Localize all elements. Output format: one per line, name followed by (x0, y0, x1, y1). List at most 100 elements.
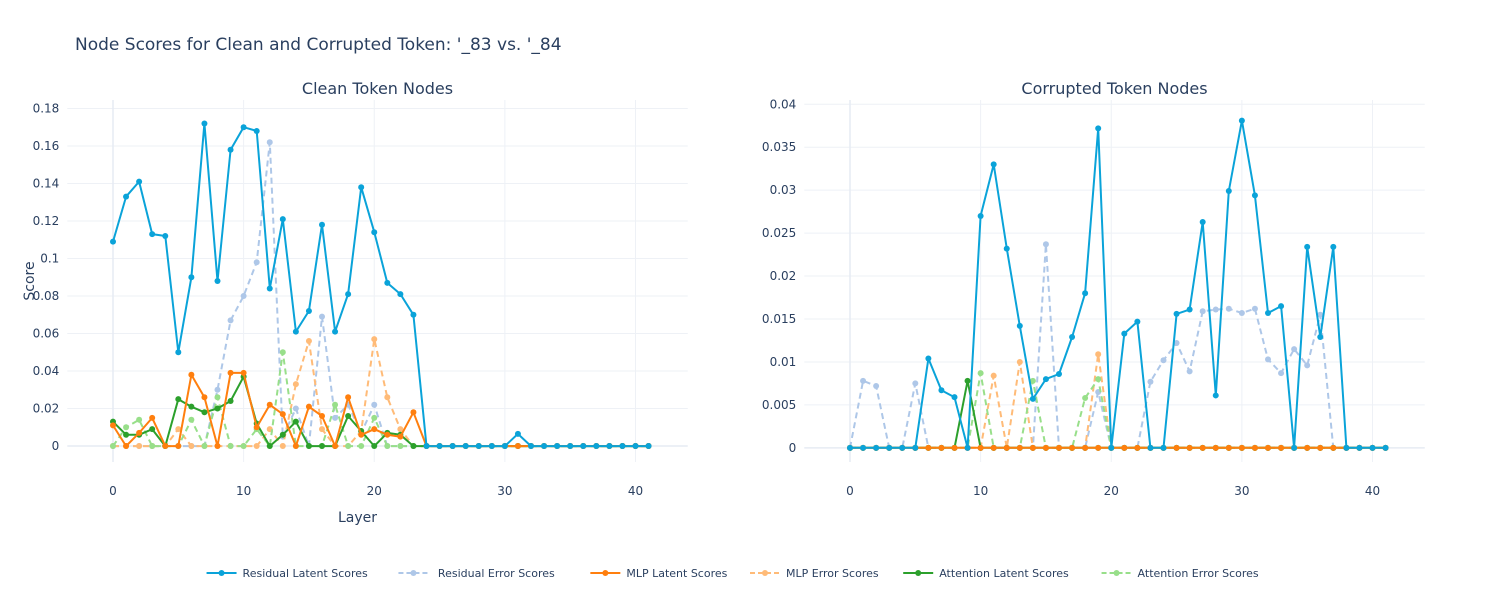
clean-point-residual-latent-scores (110, 238, 116, 245)
corrupted-point-residual-latent-scores (1212, 392, 1219, 399)
corrupted-point-residual-latent-scores (886, 444, 893, 451)
clean-series-residual-latent-scores (110, 120, 652, 450)
clean-y-tick-label: 0.06 (33, 327, 60, 341)
clean-point-mlp-latent-scores (332, 443, 339, 450)
clean-point-attention-latent-scores (188, 403, 195, 410)
legend-item-residual-error-scores[interactable]: Residual Error Scores (398, 567, 555, 580)
corrupted-point-residual-latent-scores (1095, 125, 1102, 132)
clean-point-mlp-latent-scores (514, 443, 521, 450)
clean-point-residual-latent-scores (253, 127, 260, 134)
clean-point-mlp-latent-scores (188, 371, 195, 378)
corrupted-point-mlp-latent-scores (1056, 444, 1062, 451)
corrupted-point-mlp-latent-scores (1173, 444, 1180, 451)
clean-point-attention-latent-scores (266, 443, 273, 450)
clean-point-mlp-latent-scores (358, 431, 365, 438)
corrupted-point-residual-error-scores (1317, 311, 1324, 318)
corrupted-point-residual-latent-scores (1317, 334, 1324, 341)
corrupted-point-mlp-latent-scores (1186, 444, 1193, 451)
corrupted-x-tick-label: 20 (1104, 484, 1119, 498)
clean-y-tick-label: 0.16 (33, 139, 60, 153)
corrupted-point-mlp-latent-scores (977, 444, 984, 451)
clean-point-mlp-latent-scores (240, 369, 247, 376)
corrupted-x-ticks: 0 10 20 30 40 (846, 484, 1380, 498)
legend-marker-swatch (1113, 570, 1120, 576)
corrupted-point-residual-error-scores (860, 377, 867, 384)
clean-point-attention-error-scores (345, 443, 352, 450)
corrupted-point-residual-latent-scores (912, 444, 919, 451)
corrupted-point-residual-error-scores (1251, 305, 1258, 312)
clean-point-attention-error-scores (149, 443, 156, 450)
corrupted-point-attention-error-scores (977, 370, 984, 377)
clean-point-mlp-error-scores (397, 426, 404, 433)
clean-point-residual-latent-scores (319, 221, 325, 228)
legend-item-residual-latent-scores[interactable]: Residual Latent Scores (206, 567, 368, 580)
legend-label: Attention Error Scores (1138, 567, 1259, 580)
clean-y-ticks: 0 0.02 0.04 0.06 0.08 0.1 0.12 0.14 0.16 0.18 (33, 101, 60, 453)
clean-point-attention-error-scores (188, 416, 195, 423)
clean-point-residual-latent-scores (567, 443, 574, 450)
clean-point-residual-latent-scores (606, 443, 613, 450)
legend-label: Residual Error Scores (434, 567, 555, 580)
clean-point-residual-latent-scores (332, 328, 339, 335)
corrupted-point-mlp-latent-scores (1121, 444, 1128, 451)
clean-point-residual-latent-scores (305, 308, 312, 315)
legend-item-mlp-latent-scores[interactable]: MLP Latent Scores (590, 567, 728, 580)
corrupted-point-residual-error-scores (1238, 309, 1245, 316)
clean-point-mlp-error-scores (319, 426, 325, 433)
corrupted-y-tick-label: 0.03 (770, 183, 797, 197)
clean-point-residual-latent-scores (279, 216, 286, 223)
legend-marker-swatch (410, 570, 417, 576)
corrupted-point-residual-latent-scores (1134, 318, 1141, 325)
legend-item-attention-latent-scores[interactable]: Attention Latent Scores (903, 567, 1069, 580)
clean-point-attention-latent-scores (214, 405, 221, 412)
clean-point-residual-latent-scores (384, 279, 391, 286)
clean-point-attention-error-scores (358, 443, 365, 450)
corrupted-point-attention-error-scores (1029, 377, 1036, 384)
corrupted-y-tick-label: 0.01 (770, 355, 797, 369)
clean-point-residual-latent-scores (292, 328, 299, 335)
corrupted-point-attention-error-scores (1082, 395, 1089, 402)
clean-point-residual-latent-scores (475, 443, 482, 450)
clean-line-mlp-latent-scores (112, 371, 649, 448)
clean-point-attention-error-scores (201, 443, 208, 450)
clean-y-tick-label: 0.08 (33, 289, 60, 303)
clean-point-residual-latent-scores (240, 124, 247, 131)
chart-legend[interactable]: Residual Latent Scores Residual Error Sc… (206, 567, 1259, 580)
corrupted-point-mlp-latent-scores (1278, 444, 1285, 451)
clean-line-residual-error-scores (113, 141, 649, 448)
clean-point-attention-latent-scores (292, 418, 299, 425)
corrupted-point-residual-latent-scores (1265, 309, 1271, 316)
clean-point-attention-latent-scores (371, 443, 378, 450)
corrupted-point-attention-latent-scores (964, 377, 971, 384)
corrupted-point-mlp-latent-scores (1199, 444, 1206, 451)
clean-gridlines (67, 100, 688, 462)
clean-point-mlp-latent-scores (345, 394, 352, 401)
clean-x-axis-title: Layer (338, 510, 377, 526)
clean-point-attention-error-scores (136, 416, 143, 423)
clean-y-tick-label: 0.1 (40, 251, 59, 265)
clean-y-tick-label: 0.04 (33, 364, 60, 378)
legend-label: MLP Error Scores (786, 567, 879, 580)
clean-point-residual-latent-scores (449, 443, 456, 450)
corrupted-point-residual-latent-scores (1225, 188, 1232, 195)
legend-item-attention-error-scores[interactable]: Attention Error Scores (1101, 567, 1259, 580)
corrupted-point-residual-latent-scores (1121, 330, 1128, 337)
clean-point-attention-error-scores (397, 443, 404, 450)
clean-point-residual-latent-scores (358, 184, 365, 191)
corrupted-x-tick-label: 30 (1234, 484, 1249, 498)
corrupted-point-residual-latent-scores (1238, 117, 1245, 124)
corrupted-point-mlp-latent-scores (1225, 444, 1232, 451)
corrupted-x-tick-label: 0 (846, 484, 854, 498)
clean-point-residual-latent-scores (593, 443, 600, 450)
corrupted-point-mlp-latent-scores (1069, 444, 1076, 451)
clean-point-attention-latent-scores (227, 398, 234, 405)
corrupted-point-residual-error-scores (1147, 378, 1154, 385)
corrupted-point-mlp-latent-scores (1016, 444, 1023, 451)
clean-point-residual-latent-scores (266, 285, 273, 292)
clean-point-residual-error-scores (266, 139, 273, 146)
corrupted-point-residual-error-scores (1199, 308, 1206, 315)
clean-point-mlp-error-scores (175, 426, 182, 433)
legend-item-mlp-error-scores[interactable]: MLP Error Scores (750, 567, 879, 580)
corrupted-point-residual-error-scores (1225, 305, 1232, 312)
corrupted-point-mlp-latent-scores (1095, 444, 1102, 451)
